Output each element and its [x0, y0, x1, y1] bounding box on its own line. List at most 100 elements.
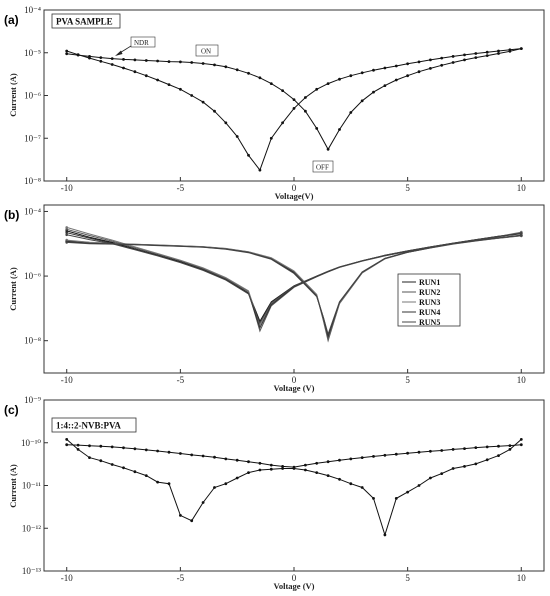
- data-point: [406, 490, 409, 494]
- data-point: [326, 460, 330, 464]
- data-point: [417, 450, 421, 454]
- data-point: [281, 465, 284, 468]
- data-point: [417, 484, 421, 487]
- panel-a-xlabel: Voltage(V): [275, 191, 314, 201]
- data-point: [269, 467, 273, 471]
- y-tick-label: 10⁻⁸: [24, 176, 41, 186]
- y-tick-label: 10⁻⁴: [24, 206, 41, 216]
- x-tick-label: 5: [405, 183, 410, 193]
- y-tick-label: 10⁻⁴: [24, 5, 41, 15]
- data-point: [167, 60, 171, 63]
- data-point: [65, 241, 68, 244]
- data-point: [110, 63, 114, 66]
- x-tick-label: 5: [405, 375, 410, 385]
- panel-c-inset-label: 1:4::2-NVB:PVA: [56, 421, 121, 431]
- data-point: [167, 482, 171, 486]
- panel-c-series: [65, 438, 523, 537]
- y-tick-label: 10⁻⁸: [24, 336, 41, 346]
- data-point: [133, 470, 137, 474]
- legend-run2: RUN2: [419, 288, 440, 297]
- panel-c-inset-box: [51, 417, 137, 433]
- y-tick-label: 10⁻¹⁰: [21, 438, 41, 448]
- data-point: [269, 136, 273, 140]
- panel-c-ticks: -10 -5 0 5 10 10⁻¹³ 10⁻¹² 10⁻¹¹ 10⁻¹⁰ 10⁻⁹: [21, 395, 526, 583]
- data-point: [383, 84, 387, 87]
- data-point: [258, 468, 262, 472]
- data-point: [383, 453, 387, 457]
- data-point: [156, 449, 160, 453]
- data-point: [292, 98, 296, 101]
- data-point: [463, 53, 466, 57]
- data-point: [179, 60, 182, 64]
- data-point: [429, 476, 432, 480]
- data-point: [417, 60, 421, 64]
- data-point: [167, 83, 171, 86]
- panel-a: (a) -10 -5 0 5 10 10⁻⁸ 10⁻⁷ 10⁻⁶ 10⁻⁵ 10⁻⁴ PVA SA…: [4, 5, 545, 201]
- data-point: [338, 458, 341, 462]
- data-point: [383, 533, 387, 537]
- data-point: [88, 444, 91, 448]
- data-point: [406, 451, 409, 455]
- data-point: [440, 449, 444, 452]
- data-point: [440, 63, 444, 67]
- panel-b: (b) -10 -5 0 5 10 10⁻⁸ 10⁻⁶ 10⁻⁴ RUN1 RUN2 RUN3…: [4, 204, 545, 393]
- data-point: [65, 228, 68, 231]
- data-point: [520, 231, 523, 235]
- panel-c: (c) -10 -5 0 5 10 10⁻¹³ 10⁻¹² 10⁻¹¹ 10⁻¹⁰ 10⁻⁹ 1:…: [4, 395, 545, 591]
- data-point: [144, 59, 148, 62]
- panel-a-inset-label: PVA SAMPLE: [56, 17, 113, 27]
- data-point: [349, 482, 353, 486]
- ndr-label: NDR: [134, 39, 149, 47]
- data-point: [440, 472, 444, 475]
- data-point: [440, 56, 444, 60]
- legend-box: [397, 273, 461, 327]
- data-point: [497, 52, 500, 55]
- data-point: [224, 65, 228, 69]
- data-point: [485, 458, 489, 462]
- data-point: [65, 443, 69, 447]
- data-point: [65, 226, 68, 229]
- data-point: [315, 126, 319, 130]
- panel-a-ticks: -10 -5 0 5 10 10⁻⁸ 10⁻⁷ 10⁻⁶ 10⁻⁵ 10⁻⁴: [24, 5, 526, 193]
- data-point: [463, 447, 466, 450]
- off-label: OFF: [316, 164, 329, 172]
- data-point: [485, 54, 489, 57]
- data-point: [463, 465, 466, 468]
- data-point: [156, 78, 160, 82]
- data-point: [383, 66, 387, 70]
- data-point: [247, 460, 250, 464]
- y-tick-label: 10⁻⁶: [24, 271, 41, 281]
- y-tick-label: 10⁻¹¹: [22, 481, 41, 491]
- data-point: [360, 71, 364, 75]
- data-point: [65, 52, 69, 56]
- data-point: [520, 233, 523, 237]
- data-point: [201, 100, 205, 104]
- data-point: [394, 452, 398, 456]
- data-point: [474, 446, 478, 449]
- data-point: [99, 444, 103, 448]
- data-point: [474, 462, 478, 466]
- data-point: [372, 497, 375, 500]
- data-point: [156, 59, 160, 63]
- x-tick-label: -5: [177, 573, 185, 583]
- data-point: [429, 449, 432, 453]
- legend-run3: RUN3: [419, 298, 440, 307]
- data-point: [269, 82, 273, 85]
- data-point: [338, 128, 341, 131]
- data-point: [519, 438, 523, 441]
- data-point: [247, 71, 250, 75]
- data-point: [315, 471, 319, 474]
- data-point: [394, 64, 398, 68]
- data-point: [326, 82, 330, 85]
- data-point: [76, 53, 80, 57]
- data-point: [360, 486, 364, 489]
- data-point: [224, 121, 228, 125]
- panel-a-ylabel: Current (A): [8, 73, 18, 117]
- y-tick-label: 10⁻¹²: [22, 523, 41, 533]
- data-point: [360, 456, 364, 459]
- x-tick-label: 10: [517, 375, 527, 385]
- x-tick-label: -10: [61, 375, 73, 385]
- data-point: [88, 456, 91, 459]
- data-point: [179, 514, 182, 517]
- data-point: [451, 448, 455, 451]
